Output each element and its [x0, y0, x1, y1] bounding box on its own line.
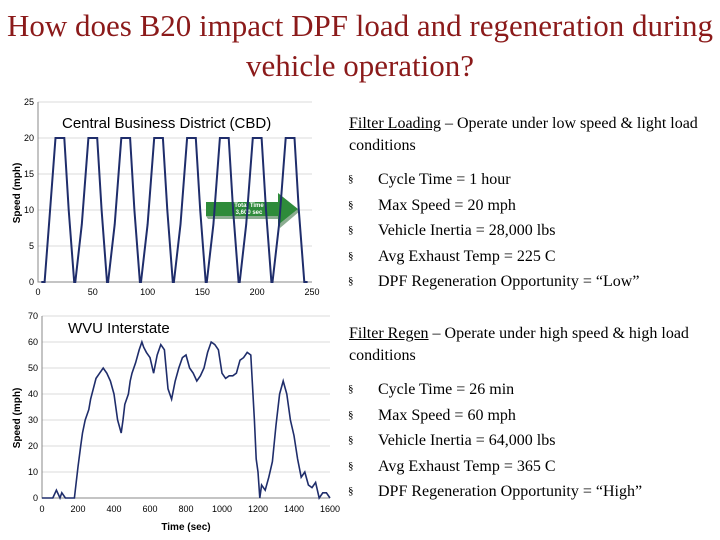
list-item: § Vehicle Inertia = 64,000 lbs	[348, 428, 709, 454]
list-item: § DPF Regeneration Opportunity = “High”	[348, 479, 709, 505]
bullet-text: Cycle Time = 1 hour	[378, 171, 511, 188]
cbd-annotation-line2: 3,600 sec	[236, 210, 263, 216]
bullet-icon: §	[348, 383, 354, 395]
y-tick-label: 20	[24, 133, 34, 143]
cbd-heading-rest: – Operate under low speed & light load c…	[349, 115, 698, 154]
wvu-heading-underlined: Filter Regen	[349, 325, 429, 342]
list-item: § Max Speed = 60 mph	[348, 403, 709, 429]
cbd-annotation-line1: Total Time	[234, 203, 264, 209]
cbd-heading: Filter Loading – Operate under low speed…	[349, 113, 709, 157]
bullet-icon: §	[348, 249, 354, 262]
bullet-icon: §	[348, 459, 354, 472]
y-tick-label: 0	[29, 277, 34, 287]
bullet-text: Max Speed = 20 mph	[378, 196, 516, 214]
x-tick-label: 250	[304, 287, 319, 297]
wvu-heading-rest: – Operate under high speed & high load c…	[349, 325, 689, 364]
bullet-icon: §	[348, 198, 354, 211]
list-item: § Cycle Time = 26 min	[348, 377, 709, 403]
bullet-text: Vehicle Inertia = 28,000 lbs	[378, 222, 556, 240]
arrow-icon	[206, 193, 298, 225]
list-item: § Max Speed = 20 mph	[348, 193, 709, 219]
x-tick-label: 200	[250, 287, 265, 297]
bullet-icon: §	[348, 173, 354, 185]
bullet-icon: §	[348, 485, 354, 498]
list-item: § Cycle Time = 1 hour	[348, 167, 709, 193]
bullet-icon: §	[348, 408, 354, 421]
list-item: § Avg Exhaust Temp = 225 C	[348, 244, 709, 270]
x-tick-label: 50	[88, 287, 98, 297]
x-tick-label: 0	[35, 287, 40, 297]
bullet-icon: §	[348, 275, 354, 288]
wvu-heading: Filter Regen – Operate under high speed …	[349, 323, 709, 367]
wvu-description-panel: Filter Regen – Operate under high speed …	[348, 323, 709, 505]
bullet-text: Avg Exhaust Temp = 365 C	[378, 457, 556, 475]
list-item: § Avg Exhaust Temp = 365 C	[348, 454, 709, 480]
x-tick-label: 150	[195, 287, 210, 297]
bullet-text: DPF Regeneration Opportunity = “Low”	[378, 273, 640, 291]
bullet-text: Cycle Time = 26 min	[378, 381, 515, 398]
slide-title: How does B20 impact DPF load and regener…	[7, 8, 713, 83]
bullet-text: DPF Regeneration Opportunity = “High”	[378, 483, 643, 501]
cbd-y-axis-label: Speed (mph)	[12, 163, 23, 224]
cbd-series-line	[41, 137, 308, 283]
cbd-heading-underlined: Filter Loading	[349, 115, 441, 132]
bullet-text: Vehicle Inertia = 64,000 lbs	[378, 432, 556, 450]
cbd-bullet-list: § Cycle Time = 1 hour § Max Speed = 20 mph…	[348, 167, 709, 295]
bullet-text: Max Speed = 60 mph	[378, 406, 516, 424]
arrow-shadow	[206, 209, 300, 228]
list-item: § Vehicle Inertia = 28,000 lbs	[348, 218, 709, 244]
bullet-text: Avg Exhaust Temp = 225 C	[378, 247, 556, 265]
x-tick-label: 100	[140, 287, 155, 297]
axis-line	[37, 102, 312, 283]
y-tick-label: 15	[24, 169, 34, 179]
wvu-bullet-list: § Cycle Time = 26 min § Max Speed = 60 mph…	[348, 377, 709, 505]
cbd-description-panel: Filter Loading – Operate under low speed…	[348, 113, 709, 295]
y-tick-label: 25	[24, 97, 34, 107]
cbd-total-time-arrow	[206, 193, 300, 228]
bullet-icon: §	[348, 224, 354, 237]
cbd-chart-title: Central Business District (CBD)	[62, 115, 271, 132]
y-tick-label: 5	[29, 241, 34, 251]
y-tick-label: 10	[24, 205, 34, 215]
bullet-icon: §	[348, 434, 354, 447]
list-item: § DPF Regeneration Opportunity = “Low”	[348, 269, 709, 295]
